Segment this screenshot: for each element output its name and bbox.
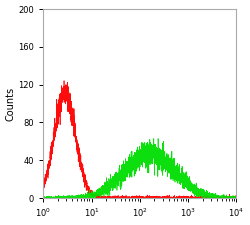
Y-axis label: Counts: Counts [6,86,16,121]
